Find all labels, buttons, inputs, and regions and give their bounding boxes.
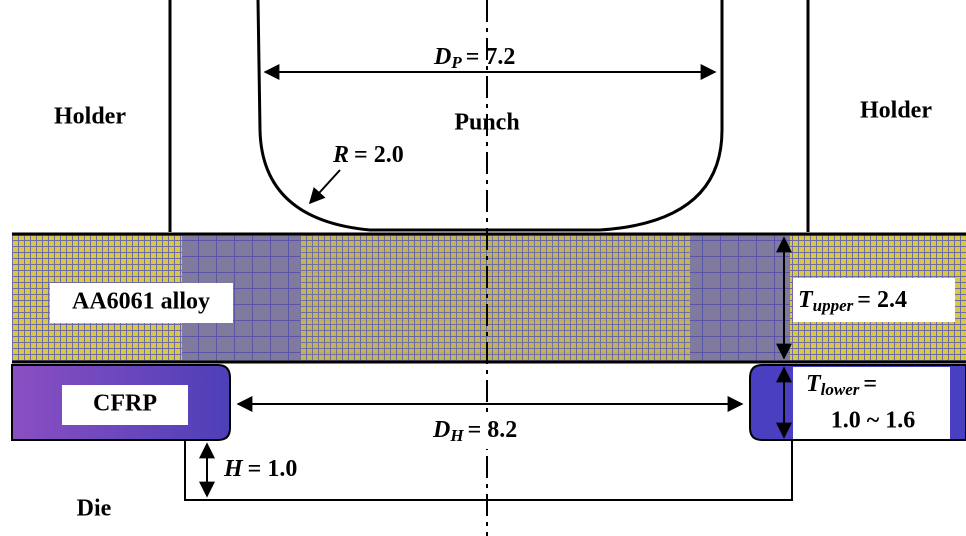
material-label: CFRP [93,391,157,417]
die-outline [184,440,793,501]
holder-label: Holder [54,104,126,130]
symbol: H [223,456,244,482]
punch-label: Punch [454,110,519,136]
subscript: upper [813,296,854,315]
thickness-range: 1.0 ~ 1.6 [831,408,915,434]
die-label: Die [77,496,112,522]
hole-diameter-label: DH = 8.2 [432,417,517,445]
symbol: R [332,142,349,168]
punch-outline [256,0,724,232]
subscript: lower [821,380,860,399]
symbol: D [432,417,450,443]
value: = 1.0 [248,456,298,482]
value: = [863,371,877,397]
value: = 8.2 [468,417,518,443]
label-box [425,415,550,449]
label-box [793,278,955,322]
thickness-label: Tupper = 2.4 [798,287,907,315]
subscript: H [449,426,464,445]
mesh-fine [300,236,690,360]
value: = 2.4 [857,287,907,313]
thickness-label: Tlower = [806,371,877,399]
label-box [793,367,950,439]
radius-arrow [308,169,341,205]
punch-diameter-label: DP = 7.2 [433,44,515,72]
label-box [62,385,188,425]
symbol: D [433,44,451,70]
holder-label: Holder [860,98,932,124]
value: = 7.2 [466,44,516,70]
value: = 2.0 [354,142,404,168]
height-label: H = 1.0 [223,456,297,482]
symbol: T [798,287,814,313]
symbol: T [806,371,822,397]
material-label: AA6061 alloy [72,289,210,315]
subscript: P [450,53,462,72]
radius-label: R = 2.0 [332,142,404,168]
label-box [50,283,233,323]
